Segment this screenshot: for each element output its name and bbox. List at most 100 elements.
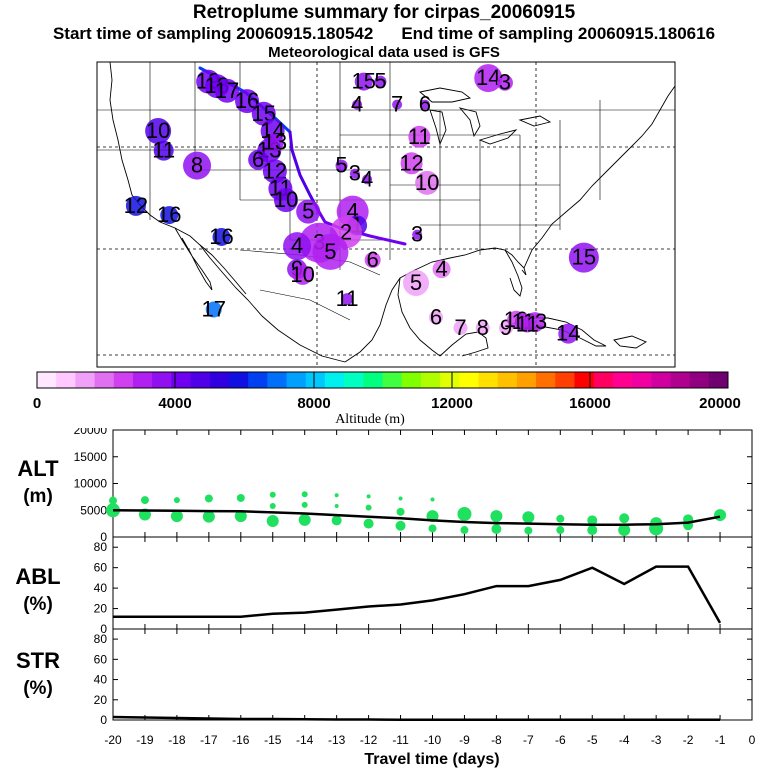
colorbar-cell [497, 372, 518, 388]
alt-point [490, 510, 503, 523]
alt-point [236, 493, 245, 502]
plume-marker-label: 4 [347, 199, 359, 224]
colorbar-cell [516, 372, 537, 388]
plume-marker [248, 149, 269, 170]
end-time-label: End time of sampling 20060915.180616 [401, 24, 716, 43]
x-tick-label: -1 [715, 733, 726, 747]
y-tick-label: 15000 [74, 450, 108, 464]
plume-marker [400, 152, 423, 175]
plume-marker-label: 15 [251, 101, 275, 126]
colorbar-cell [555, 372, 575, 388]
colorbar-cell [536, 372, 556, 388]
colorbar-tick-20000: 20000 [699, 395, 741, 412]
x-tick-label: -16 [232, 733, 250, 747]
plume-marker-label: 16 [235, 88, 259, 113]
plume-marker [273, 188, 298, 213]
plume-marker [160, 206, 179, 225]
alt-point [618, 524, 631, 537]
plume-marker [403, 269, 430, 296]
alt-ylabel: ALT [17, 456, 59, 481]
plume-marker-label: 9 [291, 256, 303, 281]
plume-marker-label: 11 [336, 286, 359, 311]
plume-marker-label: 18 [205, 73, 229, 98]
plume-marker-label: 5 [302, 199, 314, 224]
plume-marker [145, 118, 172, 145]
abl-panel: ABL (%) 0 20 40 60 80 [15, 536, 753, 636]
alt-panel: ALT (m) 0 5000 10000 15000 20000 [17, 428, 753, 544]
alt-point [363, 518, 374, 529]
x-tick-label: -8 [491, 733, 502, 747]
alt-point [556, 514, 565, 523]
colorbar-cell [382, 372, 403, 388]
alt-point [430, 497, 435, 502]
plume-marker-label: 16 [157, 202, 181, 227]
plume-marker [514, 313, 533, 332]
plume-marker [499, 320, 514, 335]
colorbar-cell [56, 372, 76, 388]
plume-marker-label: 7 [454, 315, 466, 340]
colorbar-cell [363, 372, 383, 388]
alt-ylabel-unit: (m) [23, 486, 53, 507]
abl-line [113, 565, 722, 624]
start-time-label: Start time of sampling 20060915.180542 [52, 24, 374, 43]
colorbar-cell [190, 372, 211, 388]
alt-point [587, 515, 598, 526]
plume-marker [474, 64, 503, 93]
y-tick-label: 0 [100, 713, 107, 727]
plume-marker [352, 99, 363, 110]
plume-marker [524, 312, 545, 333]
alt-point [269, 491, 276, 498]
colorbar-tick-16000: 16000 [569, 395, 611, 412]
plume-marker [212, 227, 231, 246]
alt-point [202, 510, 215, 523]
x-axis-title: Travel time (days) [364, 751, 499, 768]
alt-point [398, 496, 403, 501]
y-tick-label: 80 [94, 540, 108, 554]
plume-marker [347, 215, 368, 236]
y-tick-label: 20000 [74, 428, 108, 437]
alt-median-line [112, 509, 721, 526]
x-tick-label: -5 [587, 733, 598, 747]
plume-marker-label: 3 [499, 70, 511, 95]
plume-marker-label: 10 [504, 307, 528, 332]
plume-marker-label: 10 [146, 118, 170, 143]
plume-marker [265, 133, 284, 152]
alt-point [457, 506, 472, 521]
plume-marker [292, 264, 313, 285]
plume-marker [408, 125, 431, 148]
plume-marker-label: 6 [419, 92, 431, 117]
x-tick-label: -19 [136, 733, 154, 747]
alt-point [269, 502, 276, 509]
alt-point [106, 503, 120, 518]
colorbar-cell [420, 372, 441, 388]
colorbar-cell [75, 372, 96, 388]
alt-point [301, 501, 308, 508]
alt-point [587, 525, 598, 536]
y-tick-label: 40 [94, 673, 108, 687]
plume-marker [196, 69, 221, 94]
y-tick-label: 10000 [74, 477, 108, 491]
plume-marker [268, 176, 293, 201]
plume-marker-label: 13 [263, 130, 287, 155]
y-tick-label: 20 [94, 602, 108, 616]
plume-marker-label: 8 [191, 153, 203, 178]
colorbar-tick-4000: 4000 [158, 395, 191, 412]
colorbar-cell [37, 372, 57, 388]
alt-point [301, 491, 308, 498]
plume-marker-label: 6 [430, 305, 442, 330]
plume-marker-label: 12 [512, 309, 536, 334]
alt-point [298, 513, 311, 526]
alt-point [556, 526, 565, 535]
plume-marker [205, 301, 222, 318]
plume-marker-label: 10 [274, 187, 298, 212]
alt-point [395, 520, 406, 531]
x-tick-label: -11 [392, 733, 409, 747]
alt-point [365, 504, 372, 511]
plume-marker [283, 232, 312, 261]
plume-marker-label: 5 [335, 153, 347, 178]
colorbar-cell [171, 372, 192, 388]
plume-marker [507, 310, 526, 329]
plume-marker-label: 3 [349, 161, 361, 186]
x-tick-label: -6 [555, 733, 566, 747]
